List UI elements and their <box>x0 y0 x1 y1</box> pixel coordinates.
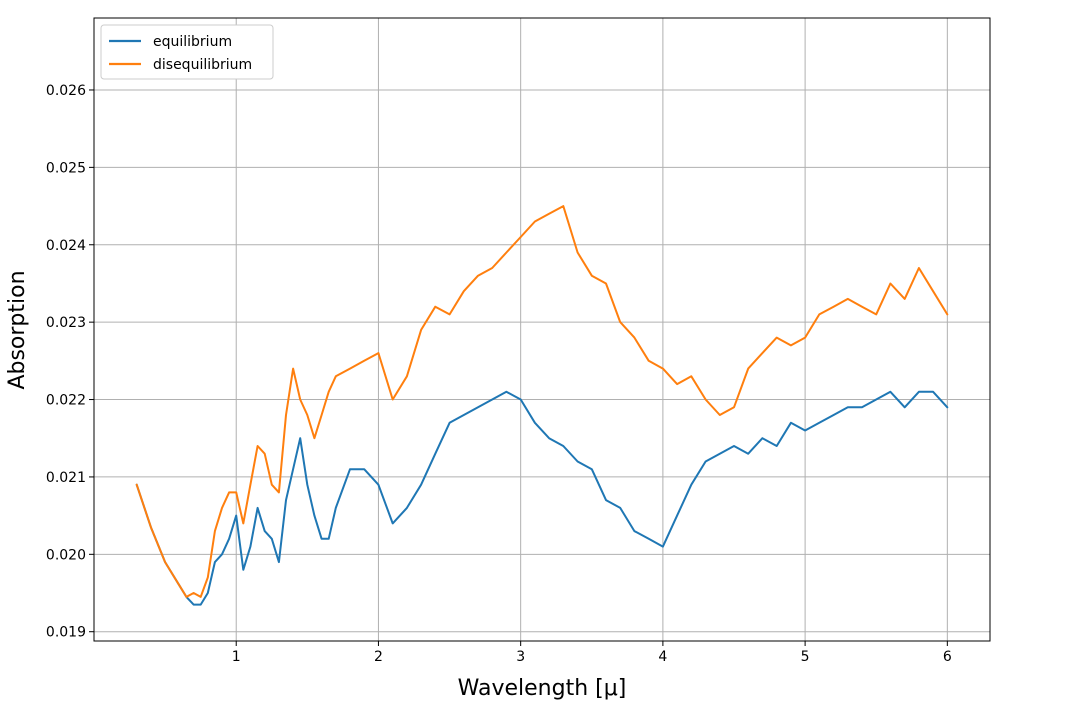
legend: equilibrium disequilibrium <box>100 24 274 80</box>
x-axis-label: Wavelength [μ] <box>458 676 627 701</box>
y-tick-label: 0.020 <box>46 547 86 563</box>
x-tick-label: 4 <box>658 649 667 665</box>
y-tick-label: 0.022 <box>46 393 86 409</box>
plot-series <box>135 205 949 606</box>
series-line-disequilibrium <box>135 205 949 598</box>
y-tick-label: 0.025 <box>46 160 86 176</box>
series-line-equilibrium <box>135 390 949 606</box>
x-axis-ticks: 1 2 3 4 5 6 <box>232 641 952 665</box>
legend-label-disequilibrium: disequilibrium <box>153 57 252 73</box>
y-tick-label: 0.019 <box>46 625 86 641</box>
plot-frame <box>93 17 991 642</box>
y-tick-label: 0.023 <box>46 315 86 331</box>
legend-box <box>100 24 274 80</box>
x-tick-label: 6 <box>943 649 952 665</box>
x-tick-label: 5 <box>801 649 810 665</box>
y-tick-label: 0.021 <box>46 470 86 486</box>
legend-label-equilibrium: equilibrium <box>153 34 232 50</box>
y-tick-label: 0.026 <box>46 83 86 99</box>
x-tick-label: 2 <box>374 649 383 665</box>
x-tick-label: 1 <box>232 649 241 665</box>
y-tick-label: 0.024 <box>46 238 86 254</box>
y-axis-label: Absorption <box>5 270 30 389</box>
grid <box>94 18 990 641</box>
x-tick-label: 3 <box>516 649 525 665</box>
y-axis-ticks: 0.019 0.020 0.021 0.022 0.023 0.024 0.025 0.026 <box>46 83 94 641</box>
